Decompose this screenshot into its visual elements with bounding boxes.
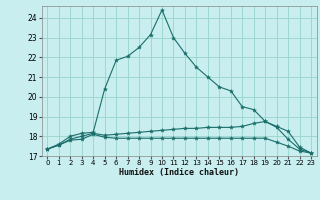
X-axis label: Humidex (Indice chaleur): Humidex (Indice chaleur) <box>119 168 239 177</box>
